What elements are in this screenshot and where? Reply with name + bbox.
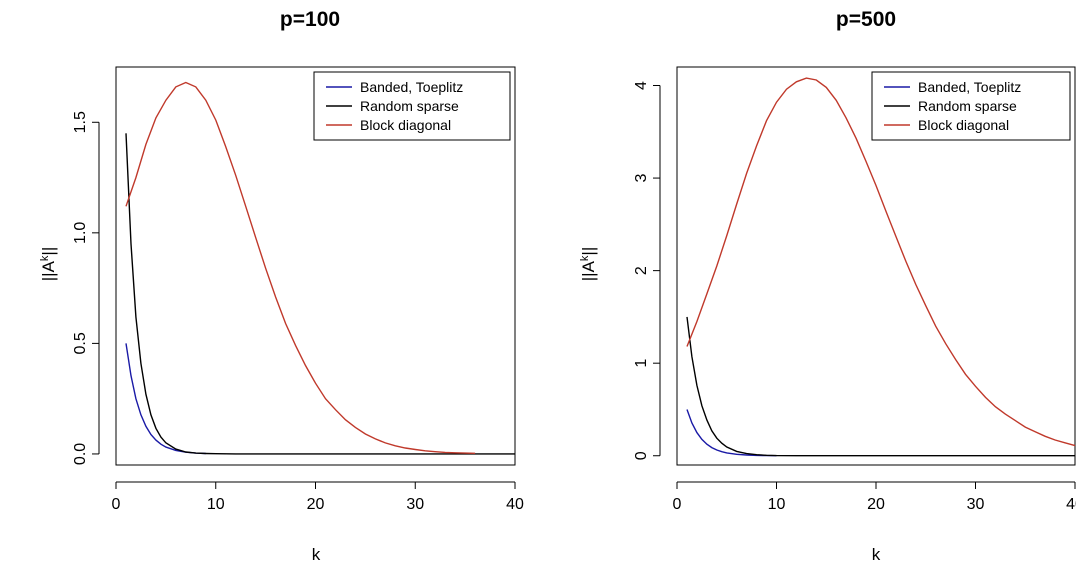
- chart-panel-p100: p=100 k ||Ak|| 0 10 20 30 40 0.0 0.5 1.0 1.5 Ba…: [39, 8, 524, 564]
- x-axis-label: k: [312, 545, 321, 564]
- plot-frame: [676, 66, 1076, 466]
- x-tick-label: 0: [673, 496, 682, 513]
- y-tick-label: 1: [633, 359, 650, 368]
- legend-box: [313, 71, 511, 141]
- y-tick-label: 1.5: [72, 111, 89, 133]
- legend: Banded, Toeplitz Random sparse Block diago…: [313, 71, 511, 141]
- y-tick-label: 2: [633, 266, 650, 275]
- series-line-random-sparse: [686, 316, 1075, 457]
- y-tick-label: 0: [633, 451, 650, 460]
- legend-items: Banded, Toeplitz Random sparse Block diago…: [884, 79, 1021, 133]
- x-tick-label: 20: [307, 496, 325, 513]
- legend-label: Banded, Toeplitz: [918, 79, 1021, 95]
- y-tick-label: 0.5: [72, 332, 89, 354]
- legend-label: Random sparse: [360, 98, 459, 114]
- series-line-block-diagonal: [125, 81, 476, 454]
- y-ticks: 0 1 2 3 4: [633, 81, 661, 460]
- series-line-block-diagonal: [686, 77, 1076, 447]
- x-tick-label: 10: [768, 496, 786, 513]
- x-ticks: 0 10 20 30 40: [673, 481, 1076, 513]
- x-tick-label: 40: [1066, 496, 1076, 513]
- x-tick-label: 20: [867, 496, 885, 513]
- y-tick-label: 0.0: [72, 443, 89, 465]
- chart-panel-p500: p=500 k ||Ak|| 0 10 20 30 40 0 1 2 3 4 Banded, T…: [579, 8, 1076, 564]
- y-tick-label: 4: [633, 81, 650, 90]
- chart-title: p=500: [836, 8, 896, 31]
- y-axis-label: ||Ak||: [39, 247, 58, 282]
- y-axis-label: ||Ak||: [579, 247, 598, 282]
- legend-label: Block diagonal: [360, 117, 451, 133]
- x-tick-label: 30: [406, 496, 424, 513]
- x-axis-label: k: [872, 545, 881, 564]
- legend-label: Block diagonal: [918, 117, 1009, 133]
- series-lines: [125, 81, 515, 455]
- x-tick-label: 0: [112, 496, 121, 513]
- legend-label: Random sparse: [918, 98, 1017, 114]
- plot-frame: [115, 66, 516, 466]
- y-tick-label: 3: [633, 174, 650, 183]
- x-tick-label: 10: [207, 496, 225, 513]
- x-tick-label: 40: [506, 496, 524, 513]
- legend-items: Banded, Toeplitz Random sparse Block diago…: [326, 79, 463, 133]
- legend-box: [871, 71, 1071, 141]
- x-ticks: 0 10 20 30 40: [112, 481, 524, 513]
- series-lines: [686, 77, 1076, 457]
- series-line-random-sparse: [125, 133, 515, 455]
- y-tick-label: 1.0: [72, 222, 89, 244]
- series-line-banded-toeplitz: [125, 343, 206, 455]
- x-tick-label: 30: [967, 496, 985, 513]
- chart-title: p=100: [280, 8, 340, 31]
- legend: Banded, Toeplitz Random sparse Block diago…: [871, 71, 1071, 141]
- series-line-banded-toeplitz: [686, 409, 777, 457]
- y-ticks: 0.0 0.5 1.0 1.5: [72, 111, 100, 465]
- legend-label: Banded, Toeplitz: [360, 79, 463, 95]
